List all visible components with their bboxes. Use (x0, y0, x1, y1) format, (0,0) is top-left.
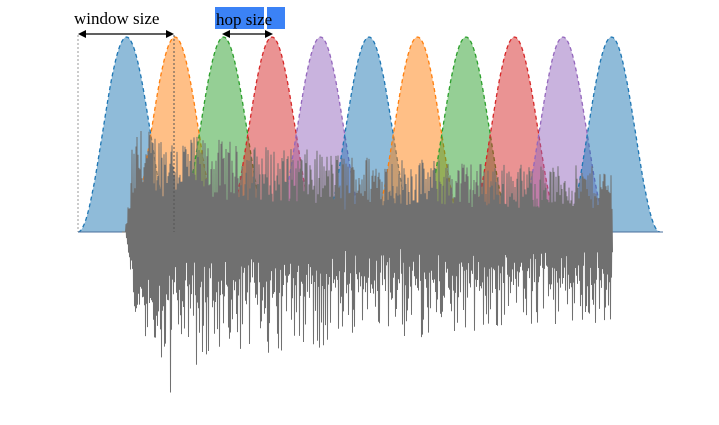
hop-size-arrowhead-right (265, 30, 273, 38)
hop-size-highlight-gap (264, 7, 267, 29)
window-11-outline (562, 36, 661, 233)
window-9-outline (465, 36, 564, 233)
hop-size-highlight (215, 7, 285, 29)
window-size-annotation: window size (74, 9, 175, 232)
window-11-fill (563, 37, 660, 232)
hop-size-arrowhead-left (222, 30, 230, 38)
hop-size-label: hop size (216, 10, 272, 29)
hop-size-annotation: hop size (215, 7, 285, 38)
window-10-outline (514, 36, 612, 233)
window-size-arrowhead-right (166, 30, 174, 38)
window-size-label: window size (74, 9, 159, 28)
waveform-trace (122, 130, 613, 393)
window-size-arrowhead-left (78, 30, 86, 38)
audio-waveform (122, 130, 613, 393)
window-1-outline (77, 36, 176, 233)
